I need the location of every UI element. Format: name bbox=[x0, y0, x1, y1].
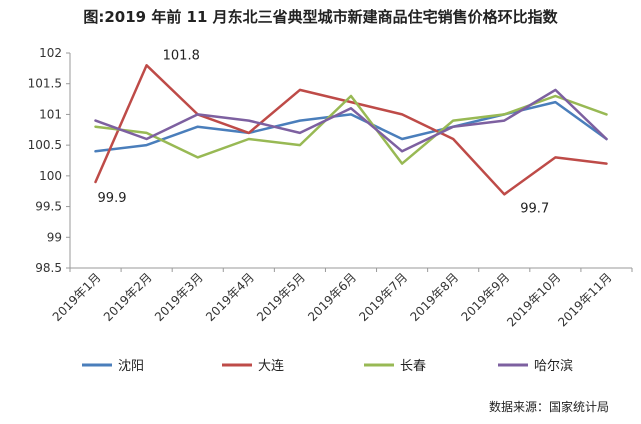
x-tick-label: 2019年3月 bbox=[152, 270, 206, 324]
x-tick-label: 2019年7月 bbox=[356, 270, 410, 324]
y-tick-label: 100 bbox=[39, 169, 62, 183]
series-line-2 bbox=[94, 64, 608, 196]
y-tick-label: 100.5 bbox=[28, 138, 62, 152]
y-tick-label: 99 bbox=[47, 230, 62, 244]
x-tick-label: 2019年5月 bbox=[254, 270, 308, 324]
y-tick-label: 99.5 bbox=[35, 200, 62, 214]
x-tick-label: 2019年1月 bbox=[50, 270, 104, 324]
legend-label: 大连 bbox=[258, 358, 284, 374]
legend: 沈阳 大连 长春 哈尔滨 bbox=[82, 358, 573, 374]
series-line-3 bbox=[94, 94, 608, 165]
x-tick-label: 2019年4月 bbox=[203, 270, 257, 324]
series-line-4 bbox=[94, 88, 608, 153]
series-layer bbox=[94, 64, 608, 196]
data-label: 99.9 bbox=[98, 191, 127, 206]
x-tick-label: 2019年8月 bbox=[407, 270, 461, 324]
legend-label: 长春 bbox=[400, 359, 426, 374]
data-source: 数据来源：国家统计局 bbox=[488, 400, 609, 414]
y-tick-label: 102 bbox=[39, 46, 62, 60]
x-tick-label: 2019年10月 bbox=[504, 270, 563, 329]
y-tick-label: 101 bbox=[39, 107, 62, 121]
axes: 98.59999.5100100.5101101.51022019年1月2019… bbox=[28, 46, 633, 329]
x-tick-label: 2019年9月 bbox=[459, 270, 513, 324]
data-labels: 101.8 99.9 99.7 bbox=[98, 48, 550, 216]
data-label: 99.7 bbox=[520, 201, 549, 216]
y-tick-label: 98.5 bbox=[35, 261, 62, 275]
chart-title: 图:2019 年前 11 月东北三省典型城市新建商品住宅销售价格环比指数 bbox=[83, 8, 558, 26]
legend-label: 哈尔滨 bbox=[534, 358, 573, 374]
data-label: 101.8 bbox=[163, 48, 200, 63]
legend-label: 沈阳 bbox=[118, 359, 144, 374]
x-tick-label: 2019年2月 bbox=[101, 270, 155, 324]
x-tick-label: 2019年11月 bbox=[555, 270, 614, 329]
x-tick-label: 2019年6月 bbox=[305, 270, 359, 324]
y-tick-label: 101.5 bbox=[28, 77, 62, 91]
